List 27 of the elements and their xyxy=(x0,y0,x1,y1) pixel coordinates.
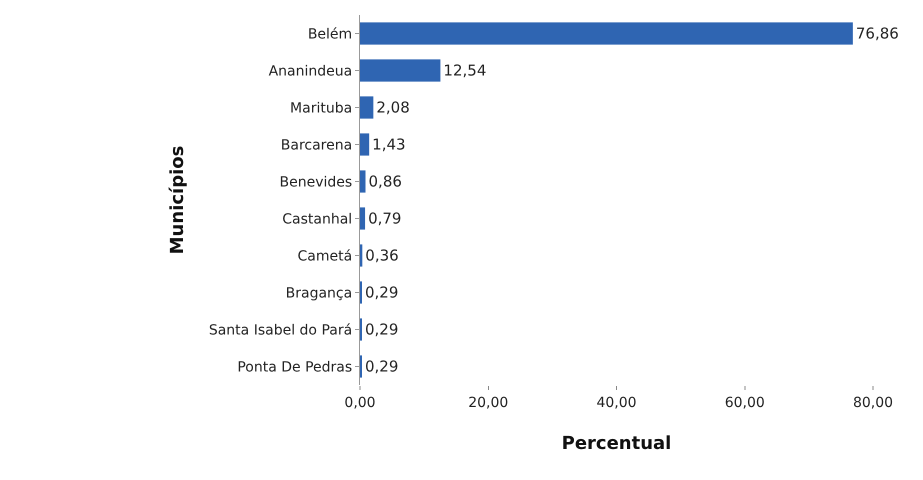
y-tick-label: Bragança xyxy=(286,285,352,302)
data-label: 12,54 xyxy=(443,62,486,80)
x-axis-title: Percentual xyxy=(562,433,672,454)
y-tick-label: Marituba xyxy=(290,100,352,116)
y-tick-label: Cametá xyxy=(298,248,352,264)
data-label: 0,79 xyxy=(368,210,402,228)
x-tick-label: 80,00 xyxy=(852,394,894,411)
data-label: 0,36 xyxy=(365,246,399,264)
data-label: 2,08 xyxy=(376,98,410,116)
y-tick-label: Benevides xyxy=(280,174,352,190)
data-label: 0,29 xyxy=(365,358,398,376)
y-axis-title: Municípios xyxy=(167,146,188,254)
y-tick-label: Barcarena xyxy=(280,137,352,154)
y-tick-label: Santa Isabel do Pará xyxy=(208,322,352,338)
x-tick-label: 20,00 xyxy=(468,394,508,411)
x-tick-label: 40,00 xyxy=(596,394,637,411)
x-tick-label: 0,00 xyxy=(344,394,376,411)
y-tick-label: Castanhal xyxy=(282,211,352,228)
data-label: 76,86 xyxy=(856,24,899,42)
x-tick-label: 60,00 xyxy=(724,394,765,411)
data-label: 0,29 xyxy=(365,320,398,338)
data-label: 0,29 xyxy=(365,284,398,302)
y-tick-label: Ananindeua xyxy=(268,63,352,80)
y-tick-label: Ponta De Pedras xyxy=(237,359,352,376)
data-label: 0,86 xyxy=(368,172,402,190)
y-tick-label: Belém xyxy=(308,26,352,42)
data-label: 1,43 xyxy=(372,136,406,154)
